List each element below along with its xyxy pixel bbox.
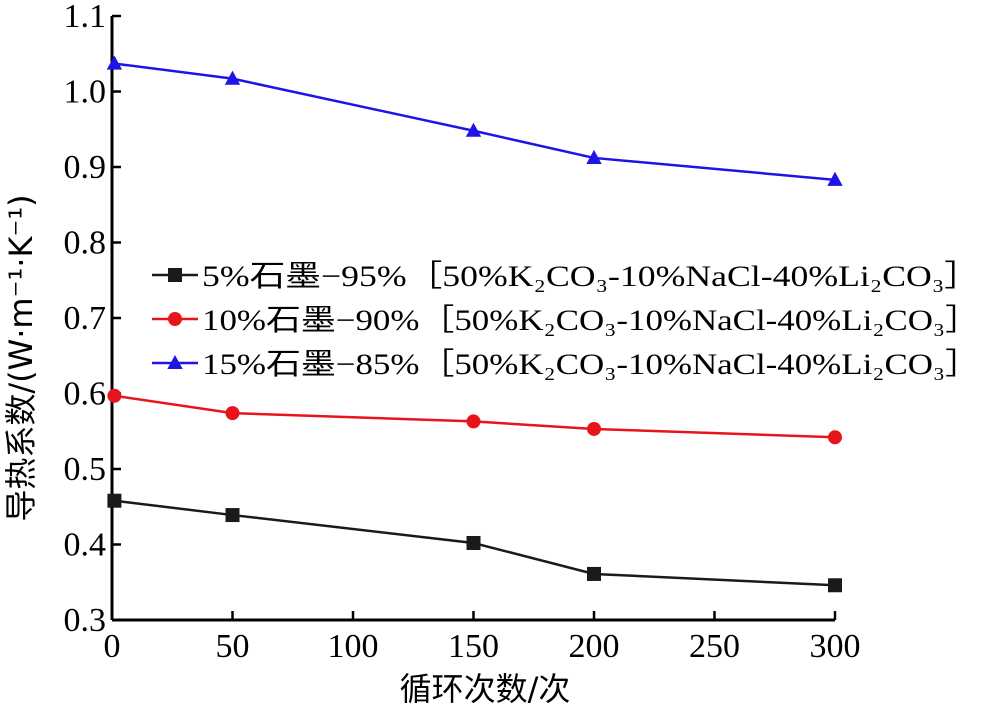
x-tick-label: 100 — [328, 628, 379, 665]
y-tick-label: 1.1 — [64, 0, 107, 35]
y-tick-label: 1.0 — [64, 74, 107, 111]
y-axis-title: 导热系数/(W·m⁻¹·K⁻¹) — [2, 194, 40, 521]
legend-marker — [168, 312, 182, 326]
legend-label: 15%石墨−85%［50%K₂CO₃-10%NaCl-40%Li₂CO₃］ — [202, 348, 980, 381]
data-point — [827, 171, 843, 186]
series-1 — [107, 493, 842, 593]
legend-entry-2: 10%石墨−90%［50%K₂CO₃-10%NaCl-40%Li₂CO₃］ — [152, 304, 980, 337]
y-tick-label: 0.7 — [64, 300, 107, 337]
legend-marker — [167, 354, 183, 370]
y-tick-label: 0.9 — [64, 149, 107, 186]
axes: 0.3 0.4 0.5 0.6 0.7 0.8 0.9 1.0 1.1 0 50 100 150 200 2… — [64, 0, 861, 665]
x-tick-label: 200 — [569, 628, 620, 665]
series-layer — [106, 55, 843, 593]
legend: 5%石墨−95%［50%K₂CO₃-10%NaCl-40%Li₂CO₃］ 10%石… — [152, 260, 980, 381]
data-point — [466, 535, 481, 550]
legend-label: 10%石墨−90%［50%K₂CO₃-10%NaCl-40%Li₂CO₃］ — [202, 304, 980, 337]
data-point — [224, 70, 241, 85]
y-tick-label: 0.3 — [64, 602, 107, 639]
series-2 — [107, 388, 842, 445]
data-point — [225, 508, 240, 523]
legend-marker — [168, 268, 182, 282]
data-point — [107, 388, 122, 403]
series-line — [114, 62, 836, 182]
data-point — [828, 578, 842, 593]
legend-entry-3: 15%石墨−85%［50%K₂CO₃-10%NaCl-40%Li₂CO₃］ — [152, 348, 980, 381]
x-tick-label: 250 — [689, 628, 740, 665]
legend-entry-1: 5%石墨−95%［50%K₂CO₃-10%NaCl-40%Li₂CO₃］ — [152, 260, 980, 293]
legend-label: 5%石墨−95%［50%K₂CO₃-10%NaCl-40%Li₂CO₃］ — [202, 260, 980, 293]
x-tick-label: 50 — [216, 628, 250, 665]
y-tick-label: 0.6 — [64, 376, 107, 413]
y-tick-label: 0.5 — [64, 451, 107, 488]
data-point — [828, 430, 842, 445]
x-tick-label: 150 — [448, 628, 499, 665]
data-point — [107, 493, 122, 508]
data-point — [466, 414, 481, 429]
data-point — [106, 55, 123, 70]
data-point — [586, 149, 602, 164]
series-3 — [106, 55, 843, 186]
y-tick-label: 0.8 — [64, 225, 107, 262]
x-tick-label: 300 — [810, 628, 861, 665]
data-point — [587, 566, 601, 581]
data-point — [587, 421, 601, 436]
data-point — [465, 122, 482, 137]
data-point — [225, 406, 240, 421]
x-axis-title: 循环次数/次 — [400, 670, 571, 708]
y-tick-label: 0.4 — [64, 527, 107, 564]
x-tick-label: 0 — [104, 628, 121, 665]
